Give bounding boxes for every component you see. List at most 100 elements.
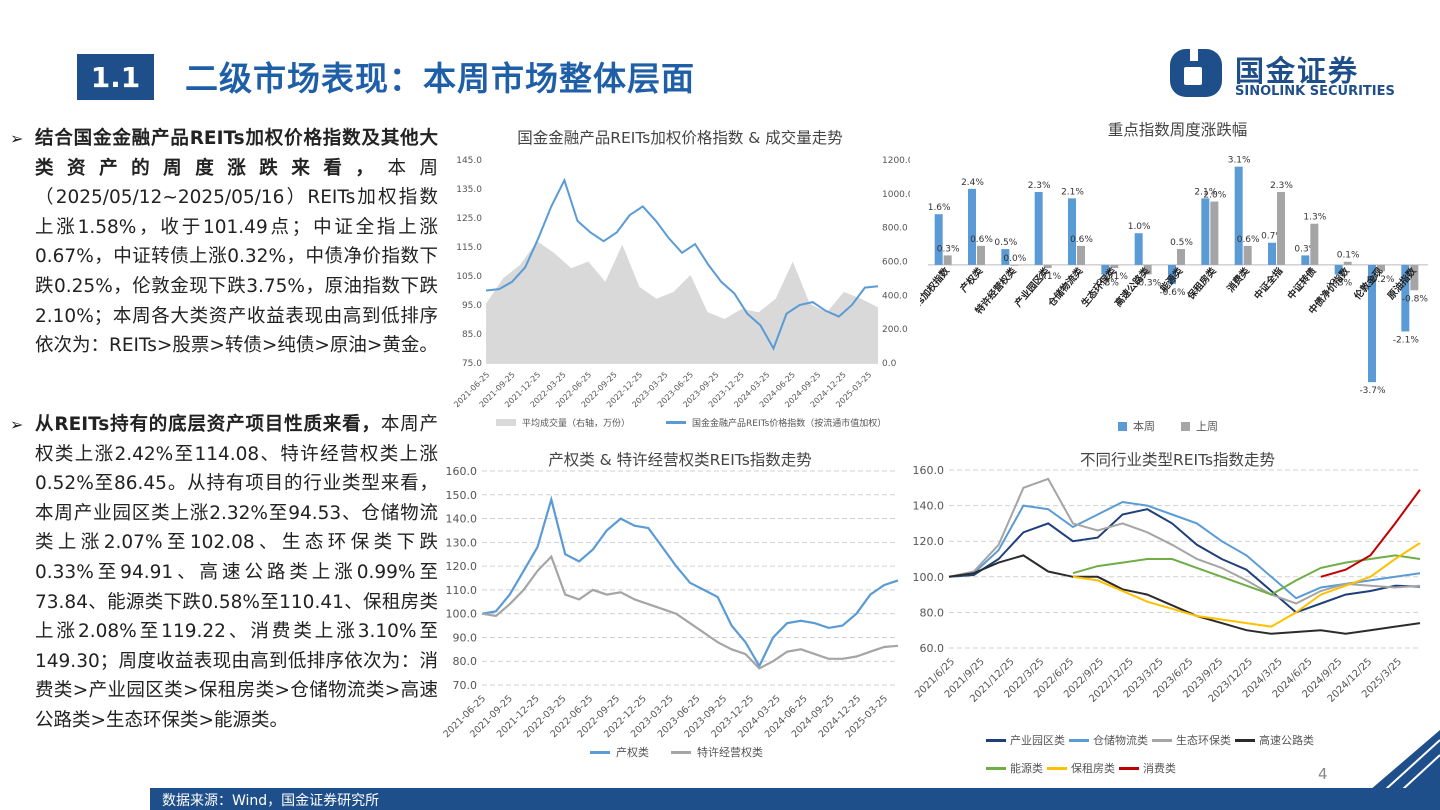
chart1-y-right-tick: 200.0	[882, 325, 908, 335]
chart2-data-label: 0.6%	[1070, 235, 1093, 245]
chart2-bar-this-week	[1268, 242, 1276, 265]
chart2-bar-last-week	[1410, 264, 1419, 291]
chart2-bar-this-week	[1201, 198, 1210, 265]
chart4-legend-item: 保租房类	[1071, 762, 1115, 775]
chart2-category-label: REITs加权指数	[920, 265, 952, 324]
chart2-legend: 本周 上周	[1118, 418, 1218, 434]
chart4-series-line-2	[948, 477, 1421, 605]
chart2-bar-this-week	[1234, 166, 1243, 265]
chart2-category-label: 中证转债	[1285, 265, 1319, 302]
chart2-data-label: 0.7%	[1261, 232, 1284, 242]
chart2-data-label: 1.0%	[1128, 222, 1151, 232]
chart2-bar-this-week	[1134, 233, 1143, 265]
chart2-data-label: 0.5%	[994, 238, 1017, 248]
chart1-y-left-tick: 125.0	[456, 214, 482, 224]
chart1-y-right-tick: 1200.0	[882, 156, 910, 166]
chart4-legend-item: 生态环保类	[1176, 734, 1231, 747]
chart4-legend-swatch-0	[986, 738, 1006, 742]
chart1-y-right-tick: 800.0	[882, 224, 908, 234]
chart1-y-left-tick: 75.0	[462, 359, 482, 369]
chart2-data-label: 2.0%	[1203, 191, 1226, 201]
chart2-data-label: 2.1%	[1194, 187, 1217, 197]
chart1-series-volume-area	[486, 241, 878, 363]
chart2-bar-this-week	[934, 214, 943, 265]
chart4-series-line-6	[1320, 489, 1421, 578]
chart2-data-label: -3.7%	[1359, 386, 1386, 396]
chart3-series-property-line	[481, 495, 899, 669]
chart4-legend-swatch-3	[1235, 738, 1255, 742]
chart3-y-tick: 110.0	[446, 584, 478, 597]
chart1-legend: 平均成交量（右轴，万份） 国金金融产品REITs价格指数（按流通市值加权）	[496, 416, 886, 429]
chart4-industry-indices: 60.080.0100.0120.0140.0160.02021/6/25202…	[913, 464, 1421, 705]
chart2-bar-this-week	[1101, 264, 1110, 275]
chart1-y-right-tick: 600.0	[882, 258, 908, 268]
chart2-data-label: -2.1%	[1393, 335, 1420, 345]
chart4-legend-item: 能源类	[1010, 762, 1043, 775]
chart4-series-line-0	[948, 508, 1421, 614]
chart1-y-left-tick: 95.0	[462, 301, 482, 311]
chart2-bar-this-week	[1034, 192, 1043, 265]
chart2-data-label: 3.1%	[1228, 156, 1251, 166]
sinolink-logo-icon	[1170, 49, 1222, 97]
chart2-category-label: 消费类	[1224, 265, 1252, 295]
chart2-title: 重点指数周度涨跌幅	[1107, 121, 1248, 139]
chart1-y-right-tick: 0.0	[882, 359, 897, 369]
chart2-data-label: -0.3%	[1135, 278, 1162, 288]
chart2-category-label: 产权类	[958, 265, 986, 295]
chart4-y-tick: 160.0	[913, 464, 945, 477]
chart3-title: 产权类 & 特许经营权类REITs指数走势	[548, 451, 812, 469]
chart1-y-left-tick: 85.0	[462, 330, 482, 340]
chart4-y-tick: 140.0	[913, 500, 945, 513]
chart3-y-tick: 160.0	[446, 465, 478, 478]
chart1-series-index-line	[485, 177, 879, 351]
paragraph-1-lead: 结合国金金融产品REITs加权价格指数及其他大类资产的周度涨跌来看，	[35, 128, 438, 179]
chart1-y-left-tick: 145.0	[456, 156, 482, 166]
chart2-data-label: 0.6%	[1237, 235, 1260, 245]
chart2-legend-last-week: 上周	[1196, 420, 1218, 433]
chart4-y-tick: 120.0	[913, 535, 945, 548]
chart2-bar-this-week	[1334, 264, 1343, 275]
chart2-data-label: 0.6%	[970, 235, 993, 245]
chart2-data-label: -0.8%	[1402, 294, 1429, 304]
chart2-bar-last-week	[977, 245, 985, 265]
bullet-arrow-icon: ➢	[10, 415, 24, 434]
chart3-y-tick: 90.0	[453, 631, 478, 644]
chart4-legend-swatch-5	[1047, 766, 1067, 770]
paragraph-1-body: 本周（2025/05/12~2025/05/16）REITs加权指数上涨1.58…	[35, 157, 438, 357]
chart3-y-tick: 150.0	[446, 489, 478, 502]
chart2-legend-this-week: 本周	[1133, 420, 1155, 433]
chart2-bar-last-week	[1210, 201, 1219, 265]
section-number-badge: 1.1	[77, 54, 154, 100]
chart2-data-label: -0.1%	[1035, 272, 1062, 282]
chart2-data-label: 0.3%	[937, 244, 960, 254]
page-title: 二级市场表现：本周市场整体层面	[185, 59, 695, 98]
chart4-legend-swatch-2	[1152, 738, 1172, 742]
chart4-series-line-3	[948, 554, 1421, 635]
chart4-series-line-5	[1072, 542, 1421, 628]
chart1-y-left-tick: 135.0	[456, 185, 482, 195]
chart3-y-tick: 130.0	[446, 536, 478, 549]
chart3-y-tick: 140.0	[446, 513, 478, 526]
chart3-y-tick: 120.0	[446, 560, 478, 573]
chart4-y-tick: 80.0	[920, 606, 945, 619]
chart2-bar-last-week	[1143, 264, 1152, 275]
chart4-y-tick: 60.0	[920, 642, 945, 655]
chart2-bar-this-week	[1401, 264, 1410, 332]
chart3-legend-swatch-property	[590, 750, 610, 754]
chart2-bar-this-week	[968, 188, 976, 265]
chart2-bar-last-week	[1343, 261, 1352, 265]
chart2-bar-this-week	[1001, 249, 1010, 265]
chart1-y-right-tick: 1000.0	[882, 190, 910, 200]
chart2-data-label: -0.2%	[1368, 275, 1395, 285]
chart2-data-label: 0.5%	[1170, 238, 1193, 248]
chart4-legend-item: 高速公路类	[1259, 734, 1314, 747]
chart1-legend-volume: 平均成交量（右轴，万份）	[522, 419, 631, 429]
chart2-bar-last-week	[1043, 264, 1052, 269]
chart3-legend: 产权类 特许经营权类	[590, 744, 763, 760]
chart3-legend-concession: 特许经营权类	[697, 746, 763, 759]
chart1-weighted-index: 75.0 85.0 95.0 105.0 115.0 125.0 135.0 145.0 0.0…	[452, 156, 910, 409]
chart2-bar-this-week	[1301, 255, 1310, 265]
chart2-data-label: 1.6%	[928, 203, 951, 213]
chart2-data-label: 0.3%	[1294, 244, 1317, 254]
chart2-bar-last-week	[1177, 249, 1185, 265]
